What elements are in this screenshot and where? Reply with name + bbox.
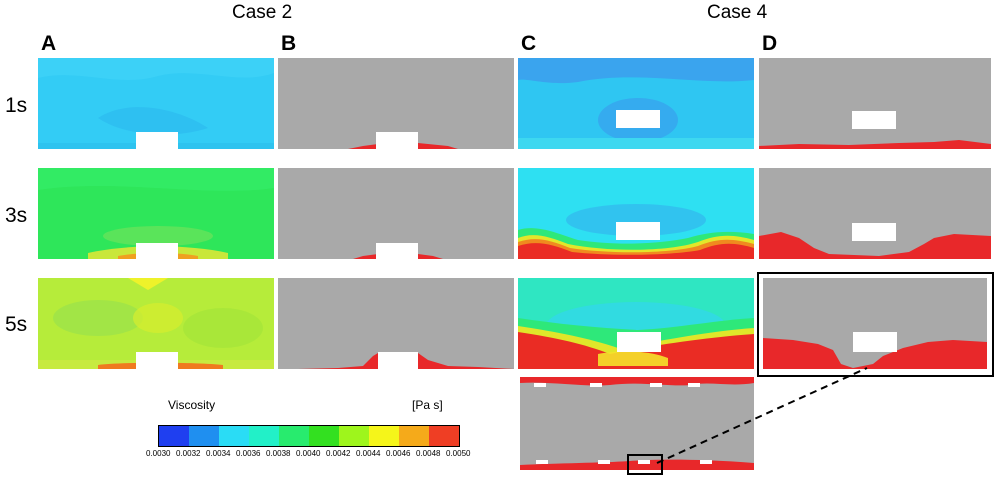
colorbar-ticks: 0.0030 0.0032 0.0034 0.0036 0.0038 0.0040 0.00… <box>145 449 475 461</box>
colorbar-tick-label: 0.0042 <box>326 449 351 458</box>
column-label-b: B <box>281 32 297 55</box>
case-2-title: Case 2 <box>232 2 293 23</box>
colorbar-tick-label: 0.0038 <box>266 449 291 458</box>
colorbar-tick-label: 0.0040 <box>296 449 321 458</box>
row-label-5s: 5s <box>5 313 28 336</box>
colorbar-swatch <box>159 426 189 446</box>
panel-b-3s-phase <box>278 168 514 259</box>
colorbar-swatch <box>339 426 369 446</box>
colorbar-swatch <box>369 426 399 446</box>
colorbar-swatch <box>309 426 339 446</box>
panel-c-3s-viscosity <box>518 168 754 259</box>
colorbar-tick-label: 0.0036 <box>236 449 261 458</box>
colorbar-swatch <box>249 426 279 446</box>
panel-c-5s-viscosity <box>518 278 754 369</box>
colorbar-unit: [Pa s] <box>412 398 443 412</box>
panel-b-5s-phase <box>278 278 514 369</box>
colorbar-title: Viscosity <box>168 398 216 412</box>
colorbar-tick-label: 0.0050 <box>446 449 471 458</box>
colorbar-tick-label: 0.0044 <box>356 449 381 458</box>
colorbar-swatch <box>279 426 309 446</box>
panel-a-5s-viscosity <box>38 278 274 369</box>
column-label-d: D <box>762 32 778 55</box>
column-label-c: C <box>521 32 537 55</box>
panel-d-3s-phase <box>759 168 991 259</box>
row-label-3s: 3s <box>5 204 28 227</box>
colorbar-tick-label: 0.0032 <box>176 449 201 458</box>
row-label-1s: 1s <box>5 94 28 117</box>
colorbar-tick-label: 0.0046 <box>386 449 411 458</box>
obstacle <box>853 332 897 352</box>
obstacle <box>378 352 418 369</box>
obstacle <box>852 111 896 129</box>
colorbar-swatch <box>429 426 459 446</box>
obstacle <box>136 352 178 369</box>
colorbar-swatch <box>219 426 249 446</box>
panel-d-5s-highlight-frame <box>757 272 994 377</box>
colorbar-swatch <box>399 426 429 446</box>
obstacle <box>376 243 418 259</box>
obstacle <box>616 222 660 240</box>
zoom-region-box <box>627 454 663 475</box>
panel-b-1s-phase <box>278 58 514 149</box>
obstacle <box>852 223 896 241</box>
colorbar <box>158 425 460 447</box>
colorbar-tick-label: 0.0048 <box>416 449 441 458</box>
panel-a-1s-viscosity <box>38 58 274 149</box>
case-4-title: Case 4 <box>707 2 768 23</box>
colorbar-tick-label: 0.0034 <box>206 449 231 458</box>
obstacle <box>376 132 418 149</box>
obstacle <box>616 110 660 128</box>
obstacle <box>617 332 661 352</box>
obstacle <box>136 132 178 149</box>
zoom-connector-line <box>656 367 868 464</box>
colorbar-tick-label: 0.0030 <box>146 449 171 458</box>
panel-c-1s-viscosity <box>518 58 754 149</box>
obstacle <box>136 243 178 259</box>
panel-a-3s-viscosity <box>38 168 274 259</box>
panel-d-5s-phase <box>763 278 987 369</box>
colorbar-swatch <box>189 426 219 446</box>
panel-d-1s-phase <box>759 58 991 149</box>
column-label-a: A <box>41 32 57 55</box>
